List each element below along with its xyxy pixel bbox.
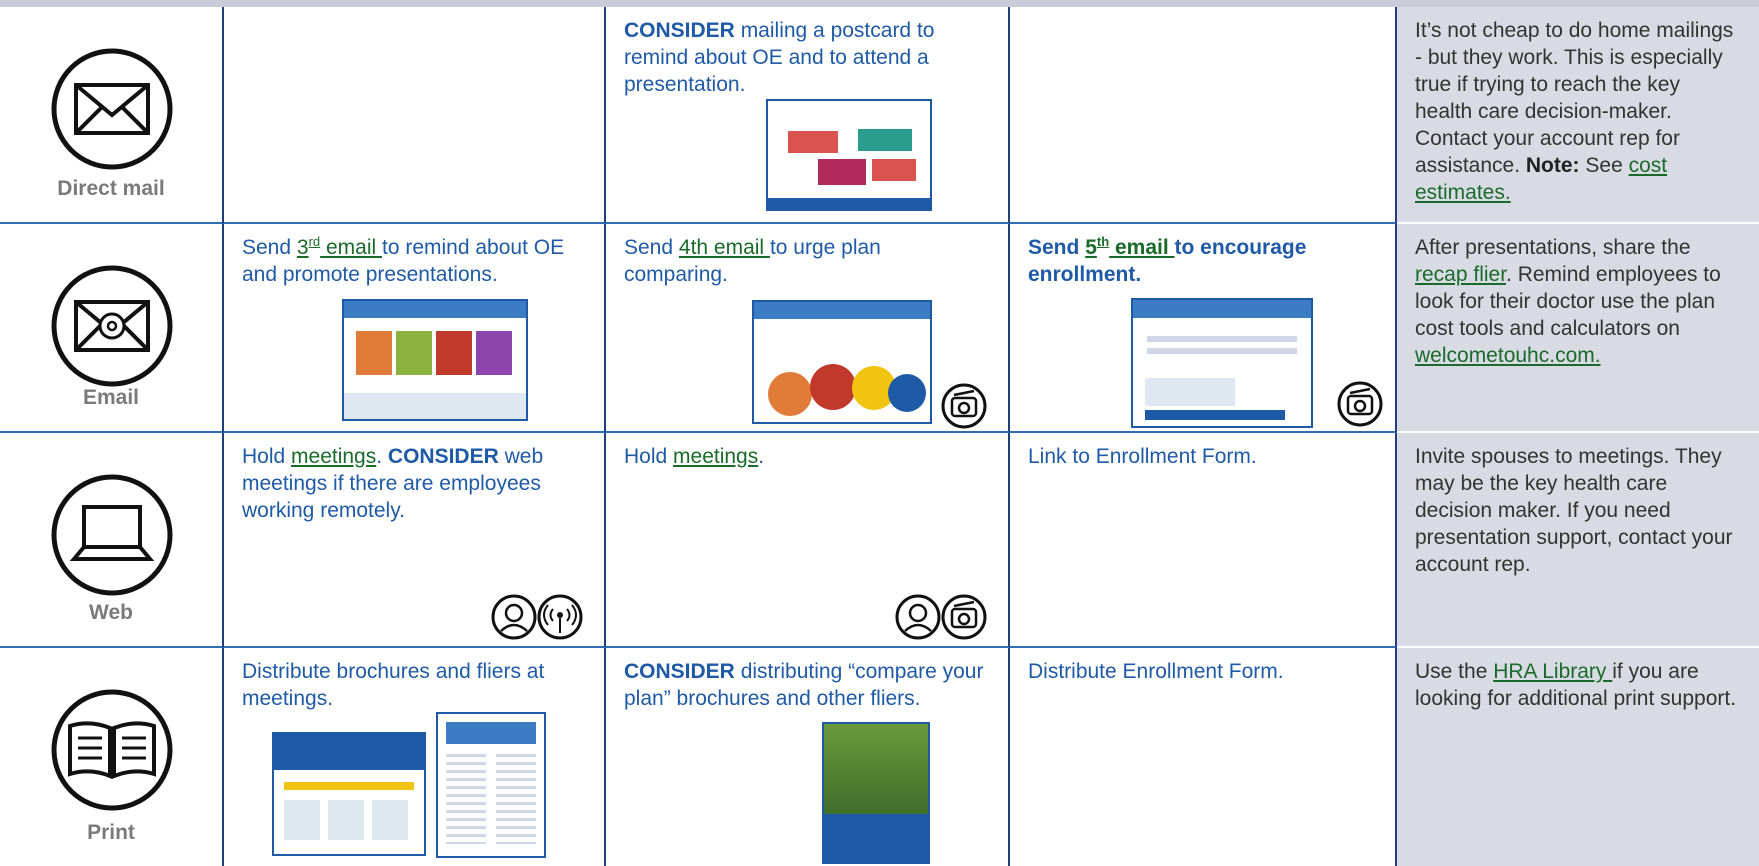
text: . Remind employees to look for their doc… xyxy=(1415,263,1721,340)
email-thumbnail xyxy=(1131,298,1313,428)
action-cell: Link to Enrollment Form. xyxy=(1010,433,1397,648)
mail-icon xyxy=(51,48,173,170)
action-cell: CONSIDER distributing “compare your plan… xyxy=(606,648,1010,866)
text: web meetings if there are employees work… xyxy=(242,445,544,522)
text: Distribute brochures and fliers at meeti… xyxy=(242,660,545,710)
text: Hold xyxy=(624,445,674,468)
text: After presentations, share the xyxy=(1415,236,1691,259)
meeting-icons xyxy=(895,594,987,640)
text: Send xyxy=(242,236,297,259)
flier-thumbnail xyxy=(436,712,546,858)
link[interactable]: 3 xyxy=(296,236,309,259)
channel-cell: Print xyxy=(0,648,224,866)
link[interactable]: 4th email xyxy=(678,236,770,259)
emphasis: CONSIDER xyxy=(624,19,735,42)
meeting-icons xyxy=(491,594,583,640)
email-icon xyxy=(51,265,173,387)
channel-label: Direct mail xyxy=(57,177,165,200)
action-cell: Send 3rd email to remind about OE and pr… xyxy=(224,224,606,433)
channel-label: Print xyxy=(87,821,135,844)
video-icon xyxy=(941,383,987,429)
note-cell: After presentations, share the recap fli… xyxy=(1397,224,1759,433)
channel-cell: Direct mail xyxy=(0,7,224,224)
top-bar xyxy=(0,0,1759,7)
action-cell xyxy=(224,7,606,224)
text: to remind about OE and promote presentat… xyxy=(242,236,565,286)
email-thumbnail xyxy=(342,299,528,421)
web-icon xyxy=(51,474,173,596)
link[interactable]: welcometouhc.com. xyxy=(1415,344,1601,367)
emphasis: Note: xyxy=(1525,154,1580,177)
emphasis: CONSIDER xyxy=(624,660,735,683)
text: mailing a postcard to remind about OE an… xyxy=(624,19,935,96)
text: It’s not cheap to do home mailings - but… xyxy=(1415,19,1734,177)
action-cell xyxy=(1010,7,1397,224)
channel-cell: Web xyxy=(0,433,224,648)
email-thumbnail xyxy=(752,300,932,424)
action-cell: Hold meetings. xyxy=(606,433,1010,648)
action-cell: CONSIDER mailing a postcard to remind ab… xyxy=(606,7,1010,224)
action-cell: Hold meetings. CONSIDER web meetings if … xyxy=(224,433,606,648)
emphasis: CONSIDER xyxy=(387,445,499,468)
text: if you are looking for additional print … xyxy=(1415,660,1737,710)
link[interactable]: rd xyxy=(308,234,321,249)
action-cell: Send 5th email to encourage enrollment. xyxy=(1010,224,1397,433)
text: Hold xyxy=(242,445,292,468)
link[interactable]: th xyxy=(1096,234,1110,249)
postcard-thumbnail xyxy=(766,99,932,211)
text: Use the xyxy=(1415,660,1494,683)
link[interactable]: email xyxy=(320,236,382,259)
link[interactable]: cost estimates xyxy=(1415,154,1668,204)
text: Link to Enrollment Form. xyxy=(1028,445,1257,468)
text: to encourage enrollment. xyxy=(1028,236,1307,286)
text: . xyxy=(758,445,765,468)
link[interactable]: HRA Library xyxy=(1493,660,1613,683)
text: . xyxy=(376,445,388,468)
text: distributing “compare your plan” brochur… xyxy=(624,660,984,710)
channel-cell: Email xyxy=(0,224,224,433)
text: Distribute Enrollment Form. xyxy=(1028,660,1284,683)
text: See xyxy=(1579,154,1629,177)
link[interactable]: . xyxy=(1504,181,1511,204)
link[interactable]: 5 xyxy=(1085,236,1097,259)
channel-table: Direct mail CONSIDER mailing a postcard … xyxy=(0,7,1759,866)
text: to urge plan comparing. xyxy=(624,236,881,286)
brochure-thumbnail xyxy=(272,732,426,856)
action-cell: Send 4th email to urge plan comparing. xyxy=(606,224,1010,433)
brochure-thumbnail xyxy=(822,722,930,864)
action-cell: Distribute brochures and fliers at meeti… xyxy=(224,648,606,866)
action-cell: Distribute Enrollment Form. xyxy=(1010,648,1397,866)
text: Send xyxy=(1028,236,1086,259)
note-cell: Invite spouses to meetings. They may be … xyxy=(1397,433,1759,648)
text: Send xyxy=(624,236,679,259)
video-icon xyxy=(1337,381,1383,427)
print-icon xyxy=(51,689,173,811)
link[interactable]: meetings xyxy=(673,445,759,468)
link[interactable]: recap flier xyxy=(1415,263,1507,286)
channel-label: Email xyxy=(82,386,140,409)
channel-label: Web xyxy=(89,601,133,624)
link[interactable]: meetings xyxy=(291,445,377,468)
text: Invite spouses to meetings. They may be … xyxy=(1415,445,1733,576)
link[interactable]: email xyxy=(1109,236,1175,259)
note-cell: Use the HRA Library if you are looking f… xyxy=(1397,648,1759,866)
note-cell: It’s not cheap to do home mailings - but… xyxy=(1397,7,1759,224)
